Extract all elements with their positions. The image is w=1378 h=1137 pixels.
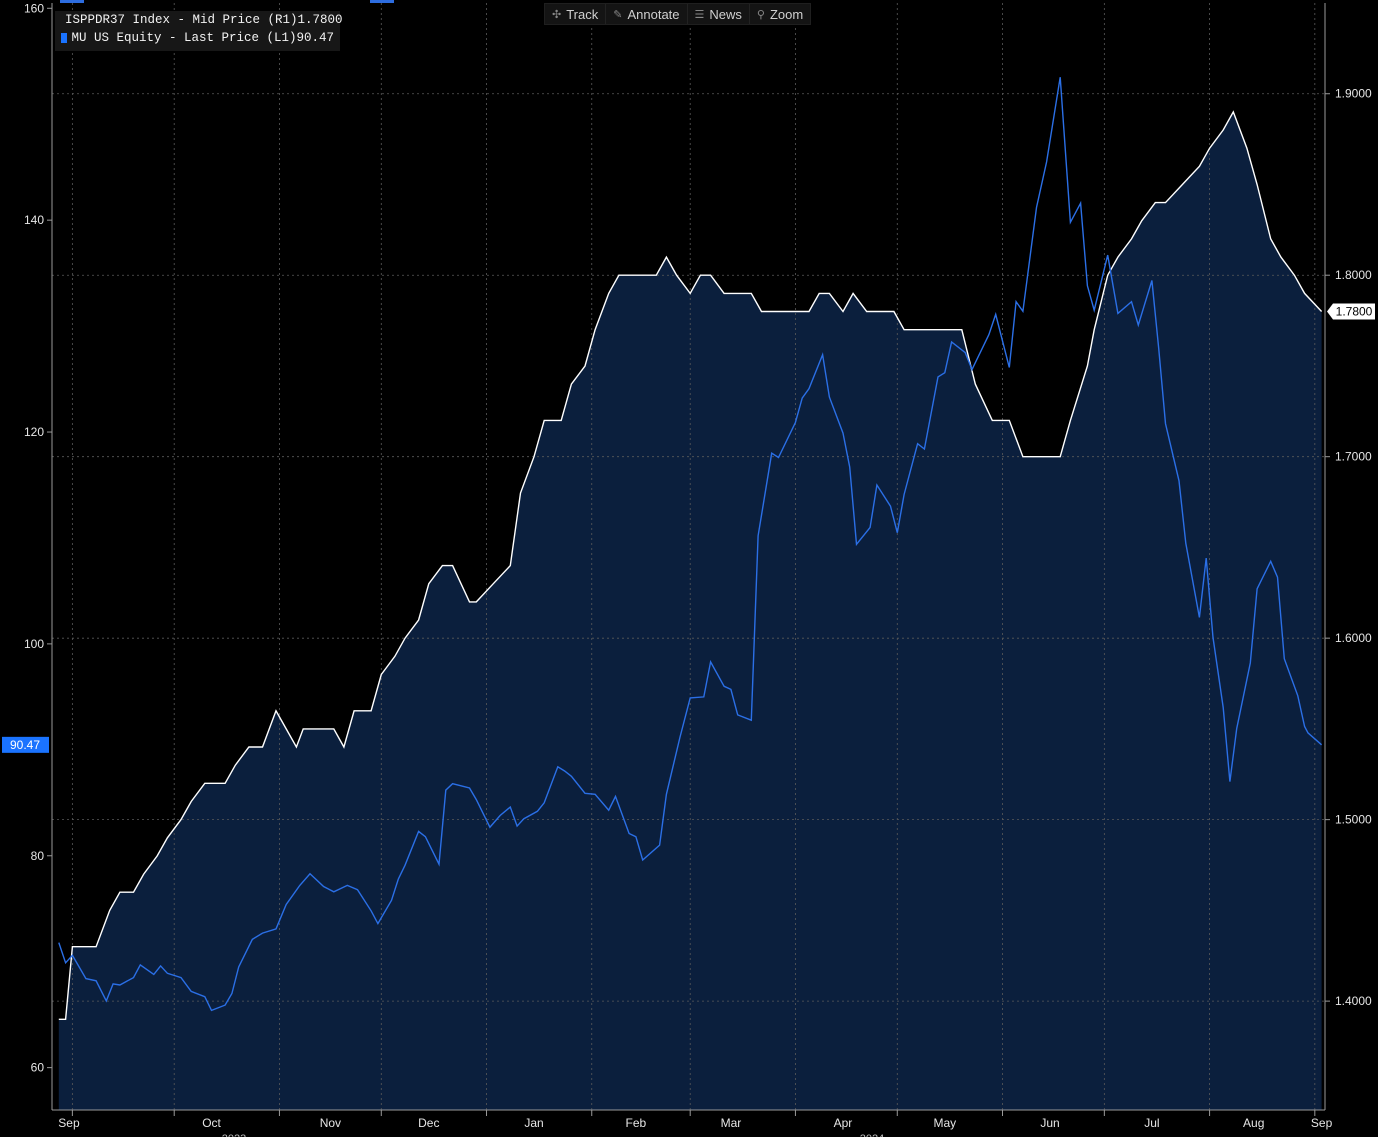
x-tick-label: Mar: [721, 1116, 742, 1130]
x-tick-label: Jul: [1144, 1116, 1159, 1130]
mu-last-value-badge: [2, 736, 49, 753]
year-label: 2023: [222, 1133, 246, 1137]
right-tick-label: 1.9000: [1335, 87, 1372, 101]
x-tick-label: Jun: [1040, 1116, 1059, 1130]
right-tick-label: 1.8000: [1335, 268, 1372, 282]
legend-value-isp: 1.7800: [297, 13, 343, 27]
x-tick-label: Oct: [202, 1116, 221, 1130]
isp-last-value-badge: [1327, 303, 1375, 320]
left-tick-label: 100: [24, 637, 44, 651]
crosshair-icon: ✣: [552, 8, 562, 21]
right-tick-label: 1.7000: [1335, 450, 1372, 464]
news-button[interactable]: ☰ News: [688, 4, 750, 24]
x-tick-label: Aug: [1243, 1116, 1264, 1130]
tab-marker: [370, 0, 394, 3]
legend-name-mu: MU US Equity - Last Price (L1): [71, 31, 297, 45]
track-button[interactable]: ✣ Track: [545, 4, 607, 24]
x-tick-label: Sep: [58, 1116, 80, 1130]
zoom-label: Zoom: [769, 6, 804, 22]
tab-marker: [60, 0, 84, 3]
legend-value-mu: 90.47: [296, 31, 334, 45]
x-tick-label: Sep: [1311, 1116, 1333, 1130]
isp-area-fill: [58, 111, 1322, 1110]
mu-price-line: [58, 77, 1323, 1012]
mu-last-value-label: 90.47: [10, 738, 40, 752]
x-tick-label: May: [933, 1116, 956, 1130]
isp-last-value-label: 1.7800: [1336, 305, 1373, 319]
right-tick-label: 1.4000: [1335, 994, 1372, 1008]
magnifier-icon: ⚲: [756, 8, 765, 21]
chart-legend: ISPPDR37 Index - Mid Price (R1) 1.7800 M…: [55, 11, 343, 51]
x-tick-label: Apr: [834, 1116, 853, 1130]
news-icon: ☰: [694, 8, 705, 21]
isp-price-line: [58, 110, 1323, 1020]
x-tick-label: Feb: [626, 1116, 647, 1130]
legend-swatch-mu: [61, 33, 68, 43]
right-tick-label: 1.5000: [1335, 813, 1372, 827]
annotate-button[interactable]: ✎ Annotate: [606, 4, 688, 24]
right-tick-label: 1.6000: [1335, 631, 1372, 645]
chart-toolbar: ✣ Track ✎ Annotate ☰ News ⚲ Zoom: [544, 3, 812, 25]
left-tick-label: 140: [24, 213, 44, 227]
zoom-button[interactable]: ⚲ Zoom: [750, 4, 810, 24]
annotate-label: Annotate: [627, 6, 680, 22]
left-tick-label: 80: [31, 849, 45, 863]
year-label: 2024: [860, 1133, 884, 1137]
x-tick-label: Nov: [320, 1116, 341, 1130]
left-tick-label: 120: [24, 425, 44, 439]
legend-name-isp: ISPPDR37 Index - Mid Price (R1): [65, 13, 298, 27]
legend-entry-isp[interactable]: ISPPDR37 Index - Mid Price (R1) 1.7800: [55, 11, 343, 29]
legend-entry-mu[interactable]: MU US Equity - Last Price (L1) 90.47: [55, 29, 340, 47]
news-label: News: [709, 6, 742, 22]
left-tick-label: 160: [24, 1, 44, 15]
track-label: Track: [566, 6, 599, 22]
left-tick-label: 60: [31, 1061, 45, 1075]
pencil-icon: ✎: [613, 8, 623, 21]
x-tick-label: Dec: [418, 1116, 439, 1130]
x-tick-label: Jan: [524, 1116, 543, 1130]
